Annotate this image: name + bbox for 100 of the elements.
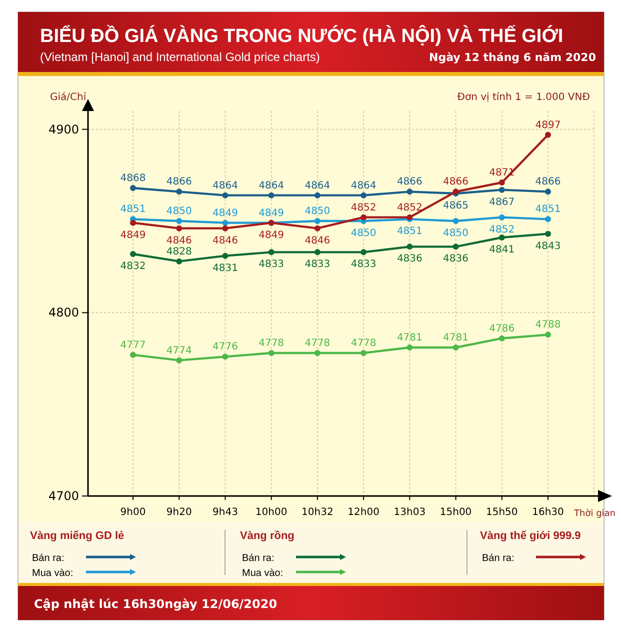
point <box>176 258 182 264</box>
point <box>314 350 320 356</box>
legend-label: Bán ra: <box>482 553 514 564</box>
point <box>222 252 228 259</box>
legend-label: Mua vào: <box>32 568 74 579</box>
data-label: 4866 <box>396 176 422 188</box>
data-label: 4851 <box>396 226 422 238</box>
point <box>176 357 182 364</box>
y-tick-label: 4800 <box>48 306 79 320</box>
data-label: 4781 <box>396 332 422 344</box>
chart-subtitle: (Vietnam [Hanoi] and International Gold price charts) <box>40 50 320 64</box>
data-label: 4828 <box>166 246 192 258</box>
data-label: 4843 <box>535 240 561 252</box>
data-label: 4846 <box>304 235 330 246</box>
y-tick-label: 4700 <box>48 489 79 503</box>
chart-title: BIỂU ĐỒ GIÁ VÀNG TRONG NƯỚC (HÀ NỘI) VÀ THẾ GIỚI <box>40 24 564 47</box>
data-label: 4777 <box>120 340 146 351</box>
data-label: 4786 <box>489 323 515 334</box>
point <box>545 188 551 195</box>
text: Cập nhật lúc 16h30ngày 12/06/2020 <box>34 597 278 611</box>
data-label: 4864 <box>304 180 330 192</box>
point <box>314 192 320 198</box>
point <box>406 188 413 195</box>
point <box>498 186 505 193</box>
data-label: 4774 <box>166 345 192 356</box>
data-label: 4841 <box>489 244 515 256</box>
point <box>176 188 182 195</box>
x-tick-label: 15h00 <box>440 507 472 518</box>
data-label: 4778 <box>304 338 330 349</box>
x-tick-label: 12h00 <box>348 507 380 518</box>
legend-label: Bán ra: <box>32 553 64 564</box>
point <box>406 244 413 250</box>
point <box>360 350 367 356</box>
x-tick-label: 10h00 <box>255 507 288 518</box>
point <box>545 132 551 138</box>
data-label: 4778 <box>258 338 284 349</box>
x-tick-label: 9h43 <box>212 507 238 518</box>
data-label: 4865 <box>443 200 469 212</box>
point <box>498 214 505 220</box>
data-label: 4850 <box>443 228 469 239</box>
point <box>130 352 136 358</box>
point <box>498 180 505 186</box>
x-tick-label: 15h50 <box>486 507 518 518</box>
data-label: 4849 <box>212 208 238 219</box>
point <box>314 218 320 224</box>
data-label: 4851 <box>535 204 561 216</box>
point <box>498 335 505 342</box>
point <box>360 214 367 220</box>
point <box>130 251 136 257</box>
point <box>222 225 228 232</box>
data-label: 4852 <box>396 202 422 214</box>
point <box>130 220 136 226</box>
data-label: 4832 <box>120 261 146 272</box>
legend-label: Bán ra: <box>242 553 274 564</box>
data-label: 4852 <box>350 202 376 214</box>
text: Vàng thế giới 999.9 <box>480 530 581 542</box>
point <box>268 192 274 198</box>
point <box>452 218 459 224</box>
data-label: 4852 <box>489 224 515 236</box>
data-label: 4846 <box>166 235 192 246</box>
point <box>360 249 367 256</box>
point <box>452 244 459 250</box>
data-label: 4850 <box>304 206 330 217</box>
point <box>360 192 367 198</box>
data-label: 4836 <box>443 254 469 265</box>
y-axis-title: Giá/Chỉ <box>50 91 86 103</box>
data-label: 4836 <box>396 254 422 265</box>
point <box>176 218 182 224</box>
data-label: 4788 <box>535 320 561 331</box>
text: Ngày 12 tháng 6 năm 2020 <box>429 51 596 64</box>
data-label: 4866 <box>166 176 192 188</box>
data-label: 4868 <box>120 173 146 184</box>
data-label: 4781 <box>443 332 469 344</box>
data-label: 4833 <box>258 259 284 270</box>
data-label: 4866 <box>443 176 469 188</box>
x-tick-label: 9h00 <box>120 507 146 518</box>
data-label: 4866 <box>535 176 561 188</box>
point <box>452 344 459 350</box>
text: Đơn vị tính 1 = 1.000 VNĐ <box>457 92 590 103</box>
data-label: 4778 <box>350 338 376 349</box>
point <box>222 354 228 360</box>
data-label: 4864 <box>212 180 238 192</box>
point <box>498 234 505 240</box>
x-tick-label: 10h32 <box>302 507 334 518</box>
text: Vàng rồng <box>240 530 294 542</box>
point <box>222 192 228 198</box>
point <box>130 185 136 191</box>
point <box>545 230 551 237</box>
data-label: 4849 <box>120 230 146 241</box>
legend-label: Mua vào: <box>242 568 284 579</box>
data-label: 4864 <box>350 180 376 192</box>
data-label: 4849 <box>258 230 284 241</box>
point <box>406 344 413 350</box>
point <box>176 225 182 232</box>
data-label: 4864 <box>258 180 284 192</box>
data-label: 4846 <box>212 235 238 246</box>
text: Vàng miếng GD lẻ <box>30 530 124 542</box>
data-label: 4850 <box>350 228 376 239</box>
x-tick-label: 16h30 <box>532 507 564 518</box>
data-label: 4867 <box>489 196 515 208</box>
